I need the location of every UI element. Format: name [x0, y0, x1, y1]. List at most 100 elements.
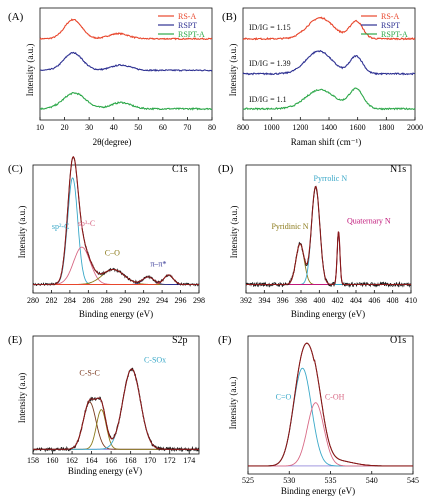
x-tick-label: 525 [242, 476, 254, 485]
x-tick-label: 170 [144, 456, 156, 465]
panel-label-e: (E) [8, 334, 22, 346]
series-line-rs-a [242, 16, 416, 41]
x-tick-label: 410 [405, 296, 417, 305]
x-tick-label: 40 [110, 123, 118, 132]
x-tick-label: 286 [82, 296, 94, 305]
raw-spectrum [32, 367, 200, 453]
x-tick-label: 398 [295, 296, 307, 305]
fit-component [248, 402, 413, 467]
panel-b: (B) Intensity (a.u.) Raman shift (cm⁻¹) … [222, 7, 423, 147]
x-tick-label: 545 [407, 476, 419, 485]
series-line-rspt-a [242, 87, 416, 111]
xlabel-a: 2θ(degree) [93, 137, 132, 147]
x-tick-label: 284 [64, 296, 76, 305]
series-line-rs-a [39, 18, 213, 41]
panel-f: (F) O1s Intensity (a.u.) Binding energy … [218, 334, 419, 496]
series-line-rspt [39, 51, 213, 72]
x-tick-label: 160 [47, 456, 59, 465]
panel-label-d: (D) [218, 163, 234, 175]
panel-label-f: (F) [218, 334, 232, 346]
ylabel-c: Intensity (a.u.) [17, 206, 27, 259]
x-tick-label: 288 [101, 296, 113, 305]
x-tick-label: 408 [387, 296, 399, 305]
x-tick-label: 298 [193, 296, 205, 305]
xlabel-d: Binding energy (eV) [291, 309, 365, 319]
component-label: sp²-C [52, 222, 70, 231]
panel-label-c: (C) [8, 163, 23, 175]
ratio-prefix: ID/IG = [249, 59, 277, 68]
x-tick-label: 535 [325, 476, 337, 485]
xlabel-c: Binding energy (eV) [79, 309, 153, 319]
x-tick-label: 400 [313, 296, 325, 305]
x-tick-label: 10 [36, 123, 44, 132]
ratio-value: 1.15 [277, 23, 291, 32]
fit-component [33, 177, 199, 285]
panel-a: (A) Intensity (a.u.) 2θ(degree) 10 20 30 40… [8, 7, 216, 147]
legend-label: RSPT [178, 21, 197, 30]
legend-label: RSPT-A [381, 30, 408, 39]
component-label: C-OH [325, 392, 345, 401]
series-line-rspt-a [39, 92, 213, 111]
x-tick-label: 296 [175, 296, 187, 305]
x-tick-label: 290 [119, 296, 131, 305]
component-label: C–O [105, 249, 120, 258]
x-tick-label: 530 [283, 476, 295, 485]
raw-spectrum [245, 186, 412, 288]
fit-envelope [33, 368, 199, 450]
fit-envelope [246, 185, 411, 286]
fit-component [246, 243, 411, 285]
ylabel-e: Intensity (a.u) [17, 373, 27, 423]
component-label: Pyrrolic N [314, 174, 348, 183]
fit-component [246, 231, 411, 285]
plot-frame-d [245, 164, 412, 294]
fit-component [33, 401, 199, 450]
component-label: C-S-C [79, 369, 99, 378]
ratio-value: 1.39 [277, 59, 291, 68]
component-label: C=O [276, 392, 292, 401]
legend-label: RSPT [381, 21, 400, 30]
x-tick-label: 404 [350, 296, 362, 305]
ylabel-d: Intensity (a.u.) [229, 206, 239, 259]
ratio-value: 1.1 [277, 95, 287, 104]
plot-frame-c [32, 164, 200, 294]
x-tick-label: 406 [368, 296, 380, 305]
title-d: N1s [390, 164, 406, 175]
component-label: π–π* [150, 259, 166, 268]
component-label: sp³-C [78, 219, 96, 228]
id-ig-ratio-label: ID/IG = 1.15 [249, 23, 291, 32]
x-tick-label: 158 [27, 456, 39, 465]
x-tick-label: 60 [159, 123, 167, 132]
x-tick-label: 166 [105, 456, 117, 465]
series-line-rspt [242, 49, 416, 76]
id-ig-ratio-label: ID/IG = 1.1 [249, 95, 287, 104]
title-f: O1s [390, 335, 406, 346]
x-tick-label: 164 [86, 456, 98, 465]
xlabel-e: Binding energy (eV) [68, 466, 142, 476]
ratio-prefix: ID/IG = [249, 95, 277, 104]
x-tick-label: 800 [237, 123, 249, 132]
fit-component [246, 185, 411, 285]
x-tick-label: 394 [258, 296, 270, 305]
fit-component [33, 409, 199, 450]
x-tick-label: 1400 [321, 123, 337, 132]
panel-label-b: (B) [222, 11, 237, 23]
panel-d: (D) N1s Intensity (a.u.) Binding energy … [218, 163, 417, 319]
component-label: Quaternary N [347, 217, 391, 226]
panel-c: (C) C1s Intensity (a.u.) Binding energy … [8, 156, 205, 319]
legend-label: RSPT-A [178, 30, 205, 39]
plot-frame-e [32, 335, 200, 455]
x-tick-label: 70 [183, 123, 191, 132]
x-tick-label: 396 [277, 296, 289, 305]
fit-envelope [33, 156, 199, 286]
panel-e: (E) S2p Intensity (a.u) Binding energy (… [8, 334, 200, 476]
x-tick-label: 392 [240, 296, 252, 305]
title-c: C1s [172, 164, 188, 175]
ylabel-a: Intensity (a.u.) [25, 44, 35, 97]
x-tick-label: 174 [183, 456, 195, 465]
x-tick-label: 168 [125, 456, 137, 465]
x-tick-label: 1000 [264, 123, 280, 132]
xlabel-f: Binding energy (eV) [281, 486, 355, 496]
plot-frame-a [39, 7, 213, 121]
x-tick-label: 292 [138, 296, 150, 305]
